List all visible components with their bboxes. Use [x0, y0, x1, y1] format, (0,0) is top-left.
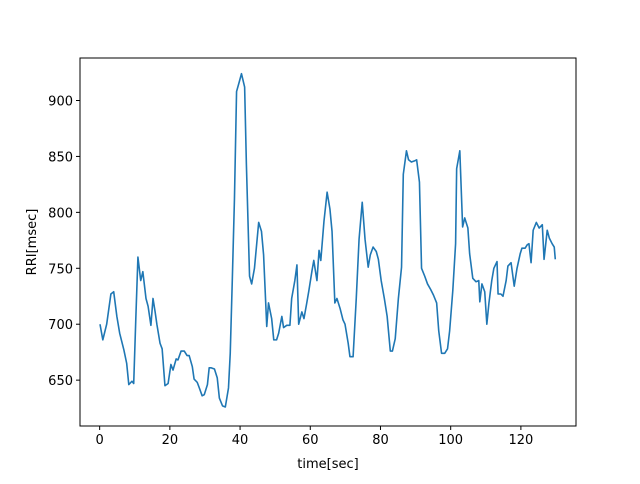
y-axis-label: RRI[msec] — [25, 209, 40, 276]
x-tick-label: 120 — [508, 433, 533, 448]
y-tick-label: 800 — [48, 206, 73, 221]
x-tick-label: 80 — [372, 433, 389, 448]
y-tick-label: 750 — [48, 262, 73, 277]
line — [99, 72, 557, 408]
y-tick-label: 650 — [48, 374, 73, 389]
x-tick-label: 100 — [438, 433, 463, 448]
plot-frame — [79, 57, 577, 427]
x-tick-label: 0 — [96, 433, 104, 448]
x-tick-label: 40 — [232, 433, 249, 448]
y-tick-label: 900 — [48, 95, 73, 110]
x-axis-label: time[sec] — [297, 457, 358, 472]
x-tick-label: 20 — [162, 433, 179, 448]
x-tick-label: 60 — [302, 433, 319, 448]
y-tick-label: 700 — [48, 318, 73, 333]
y-tick-label: 850 — [48, 150, 73, 165]
